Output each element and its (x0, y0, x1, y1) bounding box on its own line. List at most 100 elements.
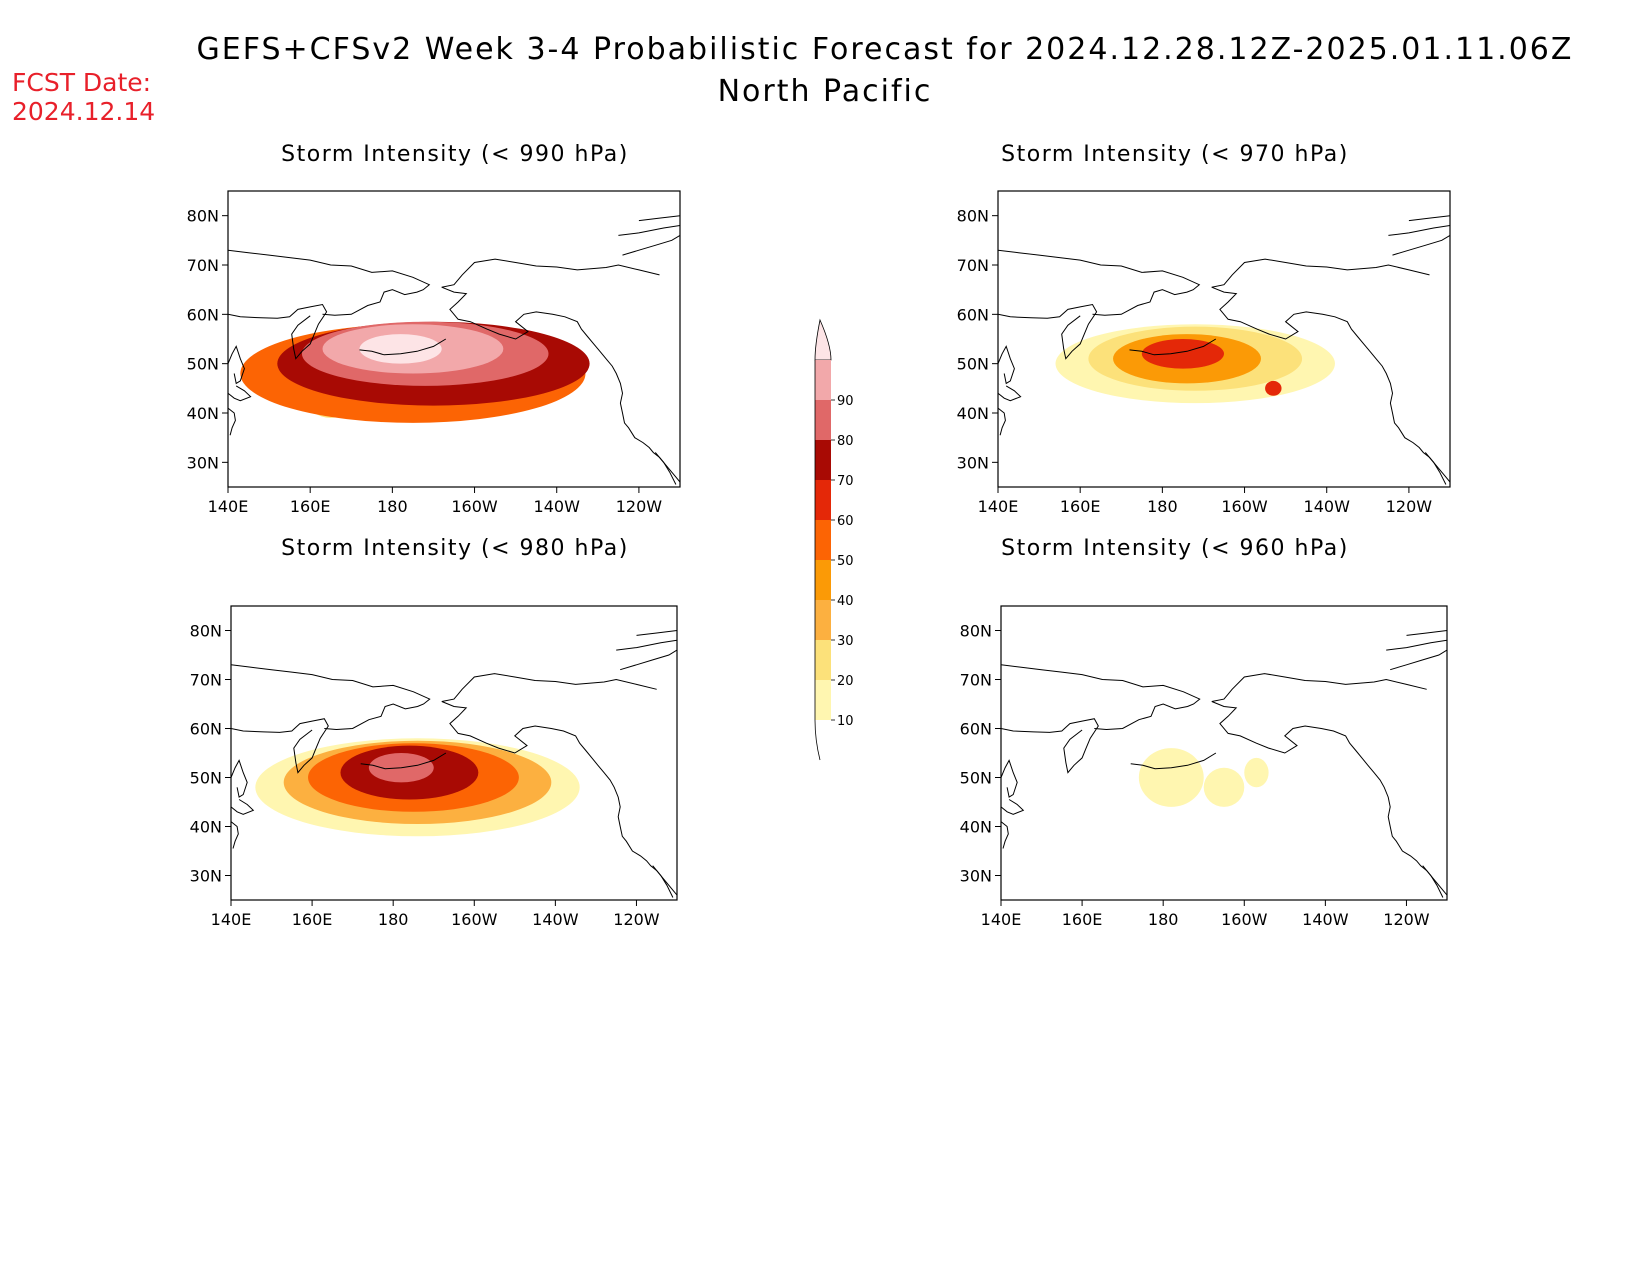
colorbar-label: 60 (837, 514, 854, 529)
lat-tick-label: 40N (187, 404, 219, 423)
probability-contour (1138, 748, 1204, 807)
coastline-segment (228, 345, 245, 385)
lon-tick-label: 120W (616, 497, 663, 516)
map-panel-3: 80N 70N 60N 50N 40N 30N 140E 160E 180 160W 140W 120… (960, 605, 1448, 929)
coastline (228, 215, 680, 485)
lat-tick-label: 40N (960, 818, 992, 837)
colorbar-segment (815, 600, 831, 640)
panel-title-970: Storm Intensity (< 970 hPa) (1001, 142, 1349, 167)
coastline (1001, 630, 1447, 898)
probability-field (1055, 324, 1335, 404)
lon-tick-label: 180 (377, 497, 408, 516)
colorbar-label: 80 (837, 434, 854, 449)
map-frame (227, 190, 681, 488)
probability-field (240, 321, 590, 423)
coastline-segment (1388, 225, 1450, 236)
probability-field (255, 738, 580, 837)
colorbar-segment (815, 560, 831, 600)
map-frame (230, 605, 678, 901)
lat-tick-label: 70N (960, 671, 992, 690)
lon-tick-label: 160E (290, 497, 331, 516)
coastline-segment (1211, 258, 1430, 288)
colorbar-tail (814, 719, 821, 761)
probability-contour (1203, 767, 1245, 807)
lat-tick-label: 70N (957, 256, 989, 275)
colorbar-label: 10 (837, 714, 854, 729)
lat-tick-label: 80N (190, 622, 222, 641)
coastline-segment (231, 664, 431, 731)
probability-contour (1244, 757, 1269, 788)
colorbar-label: 30 (837, 634, 854, 649)
coastline-segment (652, 865, 674, 898)
lon-tick-label: 140E (208, 497, 249, 516)
coastline-segment (620, 649, 677, 671)
coastline-segment (1386, 639, 1447, 651)
coastline-segment (231, 821, 239, 849)
lon-tick-label: 140W (532, 910, 579, 929)
lat-tick-label: 30N (960, 867, 992, 886)
lat-tick-label: 70N (190, 671, 222, 690)
lon-tick-label: 180 (1147, 497, 1178, 516)
lat-tick-label: 80N (187, 207, 219, 226)
colorbar-segment (815, 400, 831, 440)
coastline-segment (360, 752, 447, 770)
coastline-segment (616, 639, 677, 651)
coastline (231, 630, 677, 898)
coastline-segment (998, 385, 1022, 402)
colorbar-label: 70 (837, 474, 854, 489)
colorbar-label: 20 (837, 674, 854, 689)
lon-tick-label: 180 (378, 910, 409, 929)
colorbar-segment (815, 680, 831, 720)
map-frame (1000, 605, 1448, 901)
coastline-segment (228, 407, 236, 436)
colorbar-segment (815, 440, 831, 480)
colorbar-segment (815, 360, 831, 400)
coastline-segment (1422, 865, 1444, 898)
fcst-date-label: FCST Date: (12, 68, 152, 97)
colorbar-label: 50 (837, 554, 854, 569)
coastline-segment (231, 799, 255, 815)
coastline-segment (228, 385, 252, 402)
probability-field (1138, 748, 1269, 807)
map-panel-0: 80N 70N 60N 50N 40N 30N 140E 160E 180 160W 140W 120… (187, 190, 681, 516)
lat-tick-label: 60N (187, 305, 219, 324)
lon-tick-label: 160E (292, 910, 333, 929)
coastline-segment (998, 407, 1006, 436)
colorbar-segment (814, 318, 832, 361)
lat-tick-label: 60N (960, 720, 992, 739)
lon-tick-label: 120W (613, 910, 660, 929)
figure-title: GEFS+CFSv2 Week 3-4 Probabilistic Foreca… (196, 32, 1574, 67)
lon-tick-label: 140E (981, 910, 1022, 929)
colorbar: 10 20 30 40 50 60 70 80 90 (814, 318, 854, 761)
coastline-segment (1001, 759, 1018, 798)
coastline-segment (441, 286, 680, 483)
lat-tick-label: 50N (960, 769, 992, 788)
panel-title-960: Storm Intensity (< 960 hPa) (1001, 536, 1349, 561)
fcst-date-value: 2024.12.14 (12, 97, 156, 126)
coastline-segment (1130, 752, 1217, 770)
coastline-segment (1211, 673, 1427, 702)
coastline-segment (638, 215, 680, 222)
lon-tick-label: 140E (211, 910, 252, 929)
coastline-segment (1211, 701, 1447, 896)
map-panel-2: 80N 70N 60N 50N 40N 30N 140E 160E 180 160W 140W 120… (190, 605, 678, 929)
lon-tick-label: 140W (1302, 910, 1349, 929)
coastline (998, 215, 1450, 485)
lon-tick-label: 180 (1148, 910, 1179, 929)
coastline-segment (231, 759, 248, 798)
coastline-segment (1211, 286, 1450, 483)
probability-contour (359, 334, 442, 364)
coastline-segment (441, 701, 677, 896)
lat-tick-label: 50N (190, 769, 222, 788)
lon-tick-label: 160W (451, 910, 498, 929)
coastline-segment (998, 249, 1201, 316)
lon-tick-label: 160W (1221, 910, 1268, 929)
colorbar-label: 40 (837, 594, 854, 609)
lat-tick-label: 40N (190, 818, 222, 837)
coastline-segment (618, 225, 680, 236)
lon-tick-label: 120W (1383, 910, 1430, 929)
coastline-segment (1408, 215, 1450, 222)
coastline-segment (231, 718, 329, 774)
lat-tick-label: 40N (957, 404, 989, 423)
